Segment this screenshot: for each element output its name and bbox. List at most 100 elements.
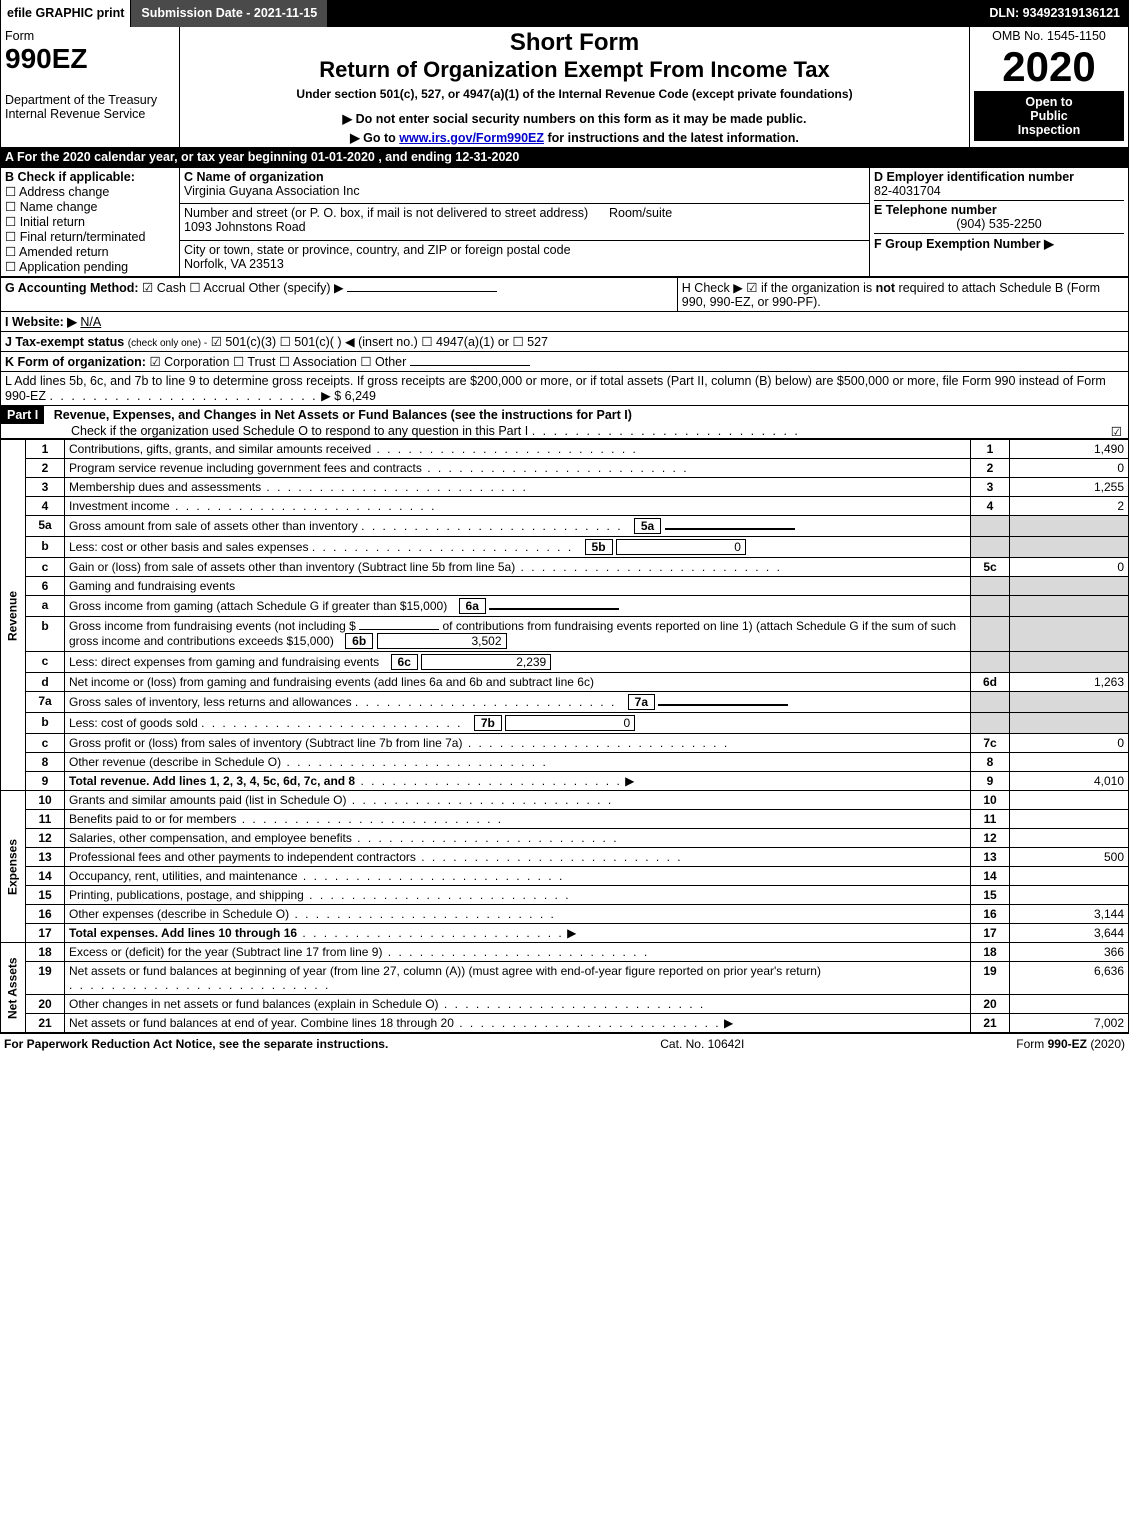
row-21-num: 21 <box>26 1014 65 1033</box>
dots <box>515 560 782 574</box>
row-6d-num: d <box>26 673 65 692</box>
line-k-label: K Form of organization: <box>5 355 146 369</box>
dots <box>532 424 800 438</box>
goto-prefix: ▶ Go to <box>350 131 399 145</box>
dots <box>355 695 616 709</box>
row-7b-text: Less: cost of goods sold <box>69 716 198 730</box>
row-13-num: 13 <box>26 848 65 867</box>
row-5b-num: b <box>26 537 65 558</box>
row-17-box: 17 <box>971 924 1010 943</box>
row-11-value <box>1010 810 1129 829</box>
row-5b-iv: 0 <box>616 539 746 555</box>
dots <box>304 888 571 902</box>
shade <box>971 617 1010 652</box>
form-header: Form 990EZ Department of the Treasury In… <box>0 26 1129 148</box>
dots <box>422 461 689 475</box>
row-10-num: 10 <box>26 791 65 810</box>
other-input[interactable] <box>347 291 497 292</box>
chk-accrual[interactable]: Accrual <box>189 281 245 295</box>
chk-4947[interactable]: 4947(a)(1) or <box>421 335 509 349</box>
row-6a-iv <box>489 608 619 610</box>
line-j: J Tax-exempt status (check only one) - 5… <box>0 332 1129 352</box>
shade <box>1010 617 1129 652</box>
row-5a-iv <box>665 528 795 530</box>
chk-final-return[interactable]: Final return/terminated <box>5 229 175 244</box>
chk-address-change[interactable]: Address change <box>5 184 175 199</box>
row-7c-num: c <box>26 734 65 753</box>
shade <box>971 652 1010 673</box>
chk-name-change[interactable]: Name change <box>5 199 175 214</box>
row-1-num: 1 <box>26 440 65 459</box>
open-to-public-box: Open to Public Inspection <box>974 91 1124 141</box>
row-5c-box: 5c <box>971 558 1010 577</box>
footer-right: Form 990-EZ (2020) <box>1016 1037 1125 1051</box>
row-7a-ibox: 7a <box>628 694 655 710</box>
dots <box>346 793 613 807</box>
irs-link[interactable]: www.irs.gov/Form990EZ <box>399 131 544 145</box>
chk-application-pending[interactable]: Application pending <box>5 259 175 274</box>
open-line1: Open to <box>982 95 1116 109</box>
page-footer: For Paperwork Reduction Act Notice, see … <box>0 1033 1129 1054</box>
line-j-label: J Tax-exempt status <box>5 335 124 349</box>
row-20-value <box>1010 995 1129 1014</box>
row-15-value <box>1010 886 1129 905</box>
row-6d-text: Net income or (loss) from gaming and fun… <box>69 675 594 689</box>
dots <box>371 442 638 456</box>
side-netassets: Net Assets <box>1 943 26 1033</box>
row-6d-value: 1,263 <box>1010 673 1129 692</box>
row-19-text: Net assets or fund balances at beginning… <box>69 964 821 978</box>
chk-assoc[interactable]: Association <box>279 355 357 369</box>
row-12-box: 12 <box>971 829 1010 848</box>
dots <box>170 499 437 513</box>
footer-mid: Cat. No. 10642I <box>660 1037 744 1051</box>
chk-corp[interactable]: Corporation <box>149 355 229 369</box>
chk-initial-return[interactable]: Initial return <box>5 214 175 229</box>
line-l: L Add lines 5b, 6c, and 7b to line 9 to … <box>0 372 1129 406</box>
subtitle: Under section 501(c), 527, or 4947(a)(1)… <box>184 87 965 101</box>
row-2-text: Program service revenue including govern… <box>69 461 422 475</box>
line-h-text1: H Check ▶ ☑ if the organization is <box>682 281 876 295</box>
form-word: Form <box>5 29 175 43</box>
chk-501c3[interactable]: 501(c)(3) <box>211 335 276 349</box>
row-13-box: 13 <box>971 848 1010 867</box>
other-org-input[interactable] <box>410 365 530 366</box>
chk-amended-return[interactable]: Amended return <box>5 244 175 259</box>
top-bar: efile GRAPHIC print Submission Date - 20… <box>0 0 1129 26</box>
row-10-box: 10 <box>971 791 1010 810</box>
chk-other-org[interactable]: Other <box>360 355 406 369</box>
row-16-text: Other expenses (describe in Schedule O) <box>69 907 289 921</box>
chk-trust[interactable]: Trust <box>233 355 275 369</box>
row-1-text: Contributions, gifts, grants, and simila… <box>69 442 371 456</box>
row-5c-num: c <box>26 558 65 577</box>
row-2-value: 0 <box>1010 459 1129 478</box>
box-b-title: B Check if applicable: <box>5 170 175 184</box>
row-6b-blank[interactable] <box>359 629 439 630</box>
row-13-value: 500 <box>1010 848 1129 867</box>
efile-print-label[interactable]: efile GRAPHIC print <box>1 0 131 27</box>
row-7c-text: Gross profit or (loss) from sales of inv… <box>69 736 462 750</box>
street-value: 1093 Johnstons Road <box>184 220 306 234</box>
dots <box>439 997 706 1011</box>
row-12-num: 12 <box>26 829 65 848</box>
row-14-value <box>1010 867 1129 886</box>
row-10-value <box>1010 791 1129 810</box>
row-6a-num: a <box>26 596 65 617</box>
row-7a-num: 7a <box>26 692 65 713</box>
row-12-text: Salaries, other compensation, and employ… <box>69 831 352 845</box>
shade <box>1010 577 1129 596</box>
row-4-text: Investment income <box>69 499 170 513</box>
row-6d-box: 6d <box>971 673 1010 692</box>
row-6b-ibox: 6b <box>345 633 373 649</box>
chk-cash[interactable]: Cash <box>142 281 186 295</box>
gh-block: G Accounting Method: Cash Accrual Other … <box>0 277 1129 312</box>
entity-block: B Check if applicable: Address change Na… <box>0 167 1129 277</box>
dots <box>382 945 649 959</box>
other-specify[interactable]: Other (specify) ▶ <box>249 281 344 295</box>
row-18-num: 18 <box>26 943 65 962</box>
row-19-value: 6,636 <box>1010 962 1129 995</box>
row-9-box: 9 <box>971 772 1010 791</box>
shade <box>971 577 1010 596</box>
chk-501c[interactable]: 501(c)( ) ◀ (insert no.) <box>280 335 418 349</box>
chk-527[interactable]: 527 <box>512 335 548 349</box>
part1-checkbox[interactable]: ☑ <box>1111 424 1128 439</box>
